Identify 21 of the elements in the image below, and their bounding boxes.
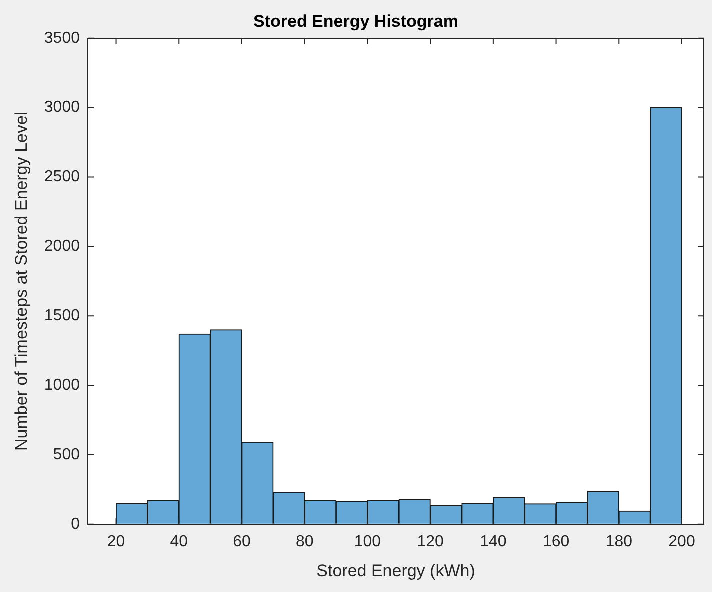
x-tick-label: 40 [170,533,188,550]
y-tick-label: 3500 [44,30,80,47]
x-tick-label: 180 [606,533,633,550]
y-tick-label: 3000 [44,99,80,116]
x-tick-label: 20 [107,533,126,550]
x-tick-label: 140 [480,533,507,550]
y-tick-label: 500 [53,446,80,464]
x-tick-label: 120 [417,533,444,550]
x-tick-label: 100 [354,533,382,550]
x-tick-label: 200 [668,533,696,550]
x-tick-label: 80 [296,533,314,550]
y-tick-label: 2500 [44,168,80,186]
y-tick-label: 1500 [44,308,80,325]
x-tick-label: 160 [542,533,570,550]
chart-title: Stored Energy Histogram [254,12,458,31]
y-axis-title: Number of Timesteps at Stored Energy Level [12,112,31,452]
y-tick-label: 0 [71,516,80,533]
x-tick-label: 60 [233,533,251,550]
x-axis-title: Stored Energy (kWh) [316,561,476,580]
y-tick-label: 2000 [44,238,80,256]
y-tick-label: 1000 [44,376,80,394]
